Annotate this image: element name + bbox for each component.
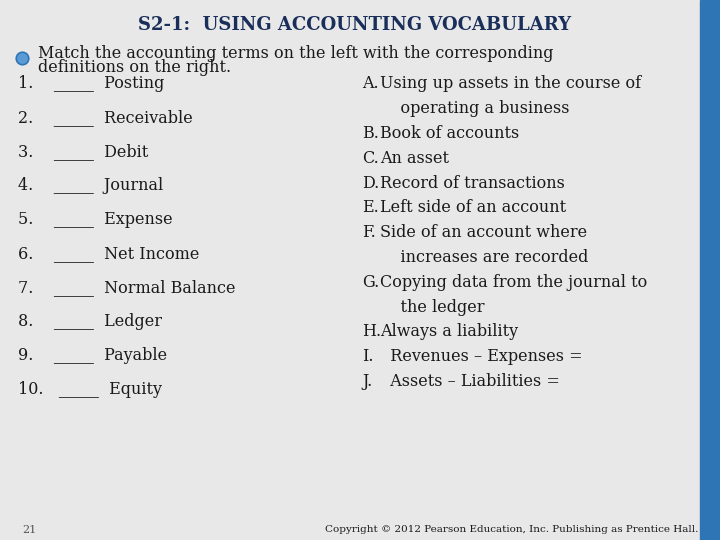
- Text: H.: H.: [362, 323, 381, 341]
- Bar: [700, 0, 720, 540]
- Text: J.: J.: [362, 373, 372, 390]
- Text: Revenues – Expenses =: Revenues – Expenses =: [380, 348, 582, 365]
- Text: operating a business: operating a business: [380, 100, 570, 117]
- Text: Match the accounting terms on the left with the corresponding: Match the accounting terms on the left w…: [38, 44, 554, 62]
- Text: Copying data from the journal to: Copying data from the journal to: [380, 274, 647, 291]
- Text: 2.    _____  Receivable: 2. _____ Receivable: [18, 110, 193, 126]
- Text: Always a liability: Always a liability: [380, 323, 518, 341]
- Text: 9.    _____  Payable: 9. _____ Payable: [18, 348, 167, 364]
- Text: 7.    _____  Normal Balance: 7. _____ Normal Balance: [18, 280, 235, 296]
- Text: definitions on the right.: definitions on the right.: [38, 58, 231, 76]
- Text: F.: F.: [362, 224, 376, 241]
- Text: Copyright © 2012 Pearson Education, Inc. Publishing as Prentice Hall.: Copyright © 2012 Pearson Education, Inc.…: [325, 525, 698, 535]
- Text: 1.    _____  Posting: 1. _____ Posting: [18, 76, 164, 92]
- Text: Side of an account where: Side of an account where: [380, 224, 587, 241]
- Text: Assets – Liabilities =: Assets – Liabilities =: [380, 373, 560, 390]
- Text: D.: D.: [362, 175, 379, 192]
- Text: Using up assets in the course of: Using up assets in the course of: [380, 76, 641, 92]
- Text: 3.    _____  Debit: 3. _____ Debit: [18, 144, 148, 160]
- Text: 5.    _____  Expense: 5. _____ Expense: [18, 212, 173, 228]
- Text: G.: G.: [362, 274, 379, 291]
- Text: An asset: An asset: [380, 150, 449, 167]
- Text: increases are recorded: increases are recorded: [380, 249, 588, 266]
- Text: E.: E.: [362, 199, 379, 217]
- Text: C.: C.: [362, 150, 379, 167]
- Text: B.: B.: [362, 125, 379, 142]
- Text: 10.   _____  Equity: 10. _____ Equity: [18, 381, 162, 399]
- Text: 4.    _____  Journal: 4. _____ Journal: [18, 178, 163, 194]
- Text: Record of transactions: Record of transactions: [380, 175, 565, 192]
- Text: the ledger: the ledger: [380, 299, 485, 316]
- Text: S2-1:  USING ACCOUNTING VOCABULARY: S2-1: USING ACCOUNTING VOCABULARY: [138, 16, 572, 34]
- Text: I.: I.: [362, 348, 374, 365]
- Text: 8.    _____  Ledger: 8. _____ Ledger: [18, 314, 162, 330]
- Text: 6.    _____  Net Income: 6. _____ Net Income: [18, 246, 199, 262]
- Text: A.: A.: [362, 76, 379, 92]
- Text: 21: 21: [22, 525, 36, 535]
- Text: Left side of an account: Left side of an account: [380, 199, 566, 217]
- Text: Book of accounts: Book of accounts: [380, 125, 519, 142]
